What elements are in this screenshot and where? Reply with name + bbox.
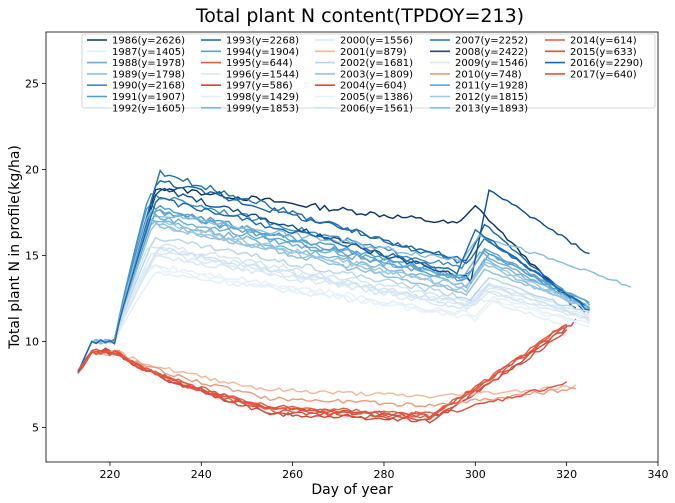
- legend-entry: 2001(y=879): [340, 47, 407, 58]
- series-line: [77, 179, 586, 373]
- legend-entry: 2003(y=1809): [340, 69, 413, 80]
- legend-entry: 1998(y=1429): [226, 92, 299, 103]
- series-line: [77, 264, 590, 373]
- x-tick-label: 240: [191, 468, 212, 481]
- series-line: [77, 326, 567, 418]
- legend-entry: 1995(y=644): [226, 58, 293, 69]
- series-line: [77, 208, 591, 373]
- x-tick-label: 260: [282, 468, 303, 481]
- legend-entry: 2002(y=1681): [340, 58, 413, 69]
- legend-entry: 1999(y=1853): [226, 103, 299, 114]
- x-axis: 220 240 260 280 300 320 340: [99, 462, 669, 481]
- legend-entry: 2017(y=640): [570, 69, 637, 80]
- legend-entry: 2008(y=2422): [455, 47, 528, 58]
- legend-entry: 1991(y=1907): [112, 92, 185, 103]
- legend-entry: 2012(y=1815): [455, 92, 528, 103]
- x-tick-label: 340: [648, 468, 669, 481]
- legend-entry: 1997(y=586): [226, 81, 293, 92]
- series-line: [77, 349, 576, 408]
- legend-entry: 1988(y=1978): [112, 58, 185, 69]
- legend-entry: 1994(y=1904): [226, 47, 299, 58]
- x-tick-label: 280: [373, 468, 394, 481]
- series-line: [77, 254, 590, 373]
- y-tick-label: 15: [25, 250, 39, 263]
- series-line: [77, 223, 590, 373]
- series-line: [77, 187, 577, 373]
- x-tick-label: 220: [99, 468, 120, 481]
- y-axis: 5 10 15 20 25: [25, 78, 46, 435]
- y-tick-label: 10: [25, 336, 39, 349]
- legend: 1986(y=2626)1987(y=1405)1988(y=1978)1989…: [81, 33, 656, 114]
- y-tick-label: 5: [32, 422, 39, 435]
- legend-entry: 2007(y=2252): [455, 36, 528, 47]
- y-axis-label: Total plant N in profile(kg/ha): [7, 145, 23, 350]
- y-tick-label: 25: [25, 78, 39, 91]
- y-tick-label: 20: [25, 164, 39, 177]
- series-line: [77, 187, 590, 373]
- series-line: [77, 203, 590, 373]
- legend-entry: 1992(y=1605): [112, 103, 185, 114]
- legend-entry: 2015(y=633): [570, 47, 637, 58]
- x-tick-label: 320: [556, 468, 577, 481]
- legend-entry: 2004(y=604): [340, 81, 407, 92]
- series-line: [77, 220, 576, 373]
- legend-entry: 1993(y=2268): [226, 36, 299, 47]
- series-line: [77, 213, 586, 373]
- legend-entry: 2011(y=1928): [455, 81, 528, 92]
- legend-entry: 2016(y=2290): [570, 58, 643, 69]
- chart-title: Total plant N content(TPDOY=213): [195, 5, 524, 27]
- series-line: [77, 236, 590, 373]
- series-line: [77, 243, 590, 373]
- series-line: [77, 209, 631, 373]
- legend-entry: 2006(y=1561): [340, 103, 413, 114]
- legend-entry: 1990(y=2168): [112, 81, 185, 92]
- series-line: [77, 217, 590, 373]
- legend-entry: 2009(y=1546): [455, 58, 528, 69]
- legend-entry: 1996(y=1544): [226, 69, 299, 80]
- x-axis-label: Day of year: [311, 482, 393, 498]
- x-tick-label: 300: [465, 468, 486, 481]
- plot-lines: [77, 169, 631, 424]
- legend-entry: 2013(y=1893): [455, 103, 528, 114]
- legend-entry: 1986(y=2626): [112, 36, 185, 47]
- series-line: [77, 348, 577, 399]
- legend-entry: 1987(y=1405): [112, 47, 185, 58]
- legend-box: [81, 33, 656, 109]
- legend-entry: 2000(y=1556): [340, 36, 413, 47]
- legend-entry: 2005(y=1386): [340, 92, 413, 103]
- legend-entry: 2014(y=614): [570, 36, 637, 47]
- series-line: [77, 169, 586, 373]
- series-line: [77, 220, 590, 373]
- legend-entry: 2010(y=748): [455, 69, 522, 80]
- legend-entry: 1989(y=1798): [112, 69, 185, 80]
- series-line: [77, 196, 590, 373]
- plot-frame: [45, 31, 659, 463]
